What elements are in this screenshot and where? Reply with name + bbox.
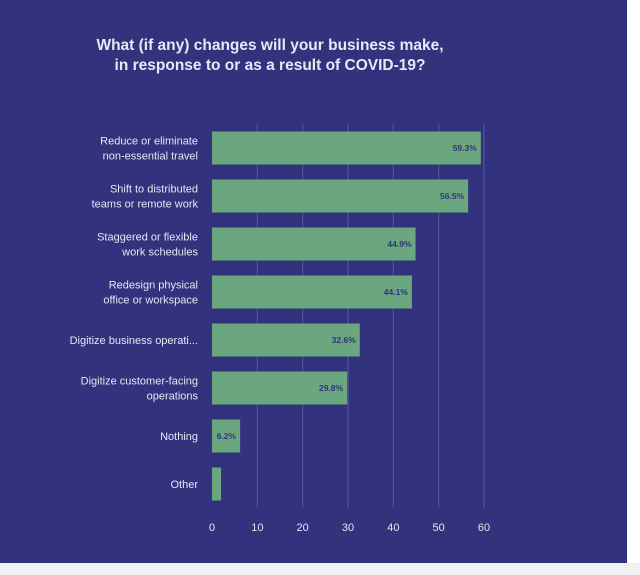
category-label-line: Other bbox=[170, 479, 198, 491]
data-label: 56.5% bbox=[440, 191, 465, 201]
x-tick-label: 0 bbox=[209, 522, 215, 534]
category-label: Digitize business operati... bbox=[70, 335, 198, 347]
category-label-line: Shift to distributed bbox=[110, 184, 198, 196]
category-label: Redesign physical office or workspace bbox=[103, 280, 198, 307]
chart-title-line-2: in response to or as a result of COVID-1… bbox=[114, 57, 426, 74]
data-label: 29.8% bbox=[319, 383, 344, 393]
bar bbox=[212, 179, 469, 213]
bar bbox=[212, 323, 360, 357]
data-label: 44.1% bbox=[384, 287, 409, 297]
bar bbox=[212, 467, 222, 501]
data-label: 6.2% bbox=[217, 431, 237, 441]
category-label-line: teams or remote work bbox=[92, 199, 199, 211]
data-label: 59.3% bbox=[453, 143, 478, 153]
category-label: Other bbox=[170, 479, 198, 491]
category-label: Staggered or flexible work schedules bbox=[97, 232, 198, 259]
bar bbox=[212, 227, 416, 261]
category-label: Shift to distributed teams or remote work bbox=[92, 184, 199, 211]
category-label: Digitize customer-facing operations bbox=[81, 376, 199, 403]
chart-title: What (if any) changes will your business… bbox=[70, 36, 470, 76]
category-label-line: Digitize customer-facing bbox=[81, 376, 198, 388]
category-label: Reduce or eliminate non-essential travel bbox=[100, 136, 198, 163]
category-label-line: Nothing bbox=[160, 431, 198, 443]
bar bbox=[212, 131, 481, 165]
bar bbox=[212, 419, 241, 453]
x-tick-label: 40 bbox=[387, 522, 399, 534]
category-label-line: Redesign physical bbox=[109, 280, 198, 292]
x-tick-label: 60 bbox=[478, 522, 490, 534]
label-layer: Reduce or eliminate non-essential travel 5… bbox=[70, 136, 478, 492]
category-label-line: operations bbox=[147, 391, 199, 403]
category-label-line: work schedules bbox=[121, 247, 198, 259]
page-margin-right bbox=[627, 0, 640, 575]
chart-title-line-1: What (if any) changes will your business… bbox=[96, 37, 444, 54]
x-tick-label: 50 bbox=[433, 522, 445, 534]
category-label-line: non-essential travel bbox=[103, 151, 198, 163]
data-label: 32.6% bbox=[332, 335, 357, 345]
category-label-line: Digitize business operati... bbox=[70, 335, 198, 347]
bar bbox=[212, 275, 412, 309]
bar-layer bbox=[212, 131, 481, 501]
x-tick-label: 30 bbox=[342, 522, 354, 534]
category-label-line: office or workspace bbox=[103, 295, 198, 307]
x-tick-label: 20 bbox=[297, 522, 309, 534]
category-label-line: Staggered or flexible bbox=[97, 232, 198, 244]
category-label-line: Reduce or eliminate bbox=[100, 136, 198, 148]
bar bbox=[212, 371, 348, 405]
x-tick-label: 10 bbox=[251, 522, 263, 534]
x-axis: 0 10 20 30 40 50 60 bbox=[209, 522, 490, 534]
data-label: 44.9% bbox=[387, 239, 412, 249]
category-label: Nothing bbox=[160, 431, 198, 443]
page-margin-bottom bbox=[0, 563, 640, 575]
